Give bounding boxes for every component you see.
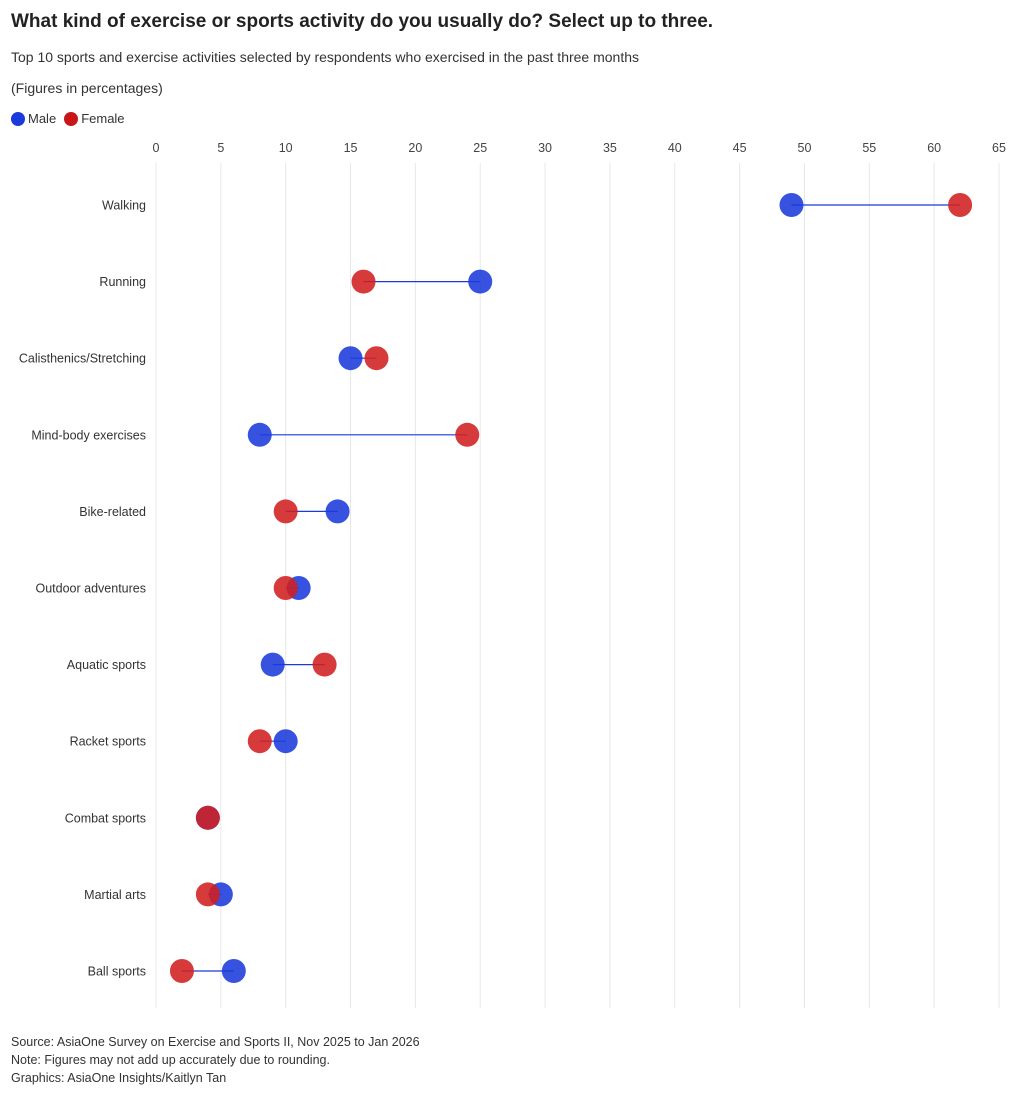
- male-point: [247, 422, 272, 447]
- category-label: Combat sports: [65, 811, 146, 825]
- female-point: [312, 652, 337, 677]
- x-tick-label: 15: [344, 141, 358, 155]
- legend: Male Female: [11, 111, 133, 126]
- male-point: [260, 652, 285, 677]
- female-point: [948, 193, 973, 217]
- male-point: [468, 269, 493, 294]
- legend-item-female[interactable]: Female: [64, 111, 125, 126]
- category-label: Mind-body exercises: [31, 428, 146, 442]
- graphics-credit: Graphics: AsiaOne Insights/Kaitlyn Tan: [11, 1071, 227, 1085]
- category-label: Walking: [102, 199, 146, 213]
- legend-swatch-male: [11, 111, 25, 126]
- category-label: Bike-related: [79, 505, 146, 519]
- x-tick-label: 35: [603, 141, 617, 155]
- category-label: Aquatic sports: [67, 658, 146, 672]
- category-label: Ball sports: [88, 965, 146, 979]
- x-tick-label: 0: [153, 141, 160, 155]
- chart-subtitle: Top 10 sports and exercise activities se…: [11, 49, 640, 65]
- female-point: [169, 959, 194, 983]
- x-tick-label: 55: [862, 141, 876, 155]
- category-label: Running: [99, 275, 146, 289]
- legend-item-male[interactable]: Male: [11, 111, 56, 126]
- x-tick-label: 60: [927, 141, 941, 155]
- female-point: [351, 269, 376, 294]
- legend-swatch-female: [64, 111, 79, 126]
- category-label: Racket sports: [70, 735, 146, 749]
- female-point: [247, 729, 272, 754]
- category-label: Outdoor adventures: [36, 582, 147, 596]
- source-note: Source: AsiaOne Survey on Exercise and S…: [11, 1035, 420, 1049]
- rounding-note: Note: Figures may not add up accurately …: [11, 1053, 330, 1067]
- male-point: [273, 729, 298, 754]
- female-point: [455, 422, 480, 447]
- female-point: [364, 346, 389, 371]
- male-point: [779, 193, 804, 217]
- male-point: [338, 346, 363, 371]
- x-tick-label: 30: [538, 141, 552, 155]
- dumbbell-chart: 0 5 10 15 20 25 30 35 40 45 50 55 60 65 Walking Running…: [19, 141, 1006, 1008]
- female-point: [195, 882, 220, 907]
- category-label: Martial arts: [84, 888, 146, 902]
- female-point: [273, 499, 298, 524]
- x-tick-label: 10: [279, 141, 293, 155]
- chart-footer: Source: AsiaOne Survey on Exercise and S…: [11, 1033, 420, 1087]
- x-tick-label: 5: [217, 141, 224, 155]
- female-point: [273, 576, 298, 600]
- legend-label-male: Male: [28, 111, 57, 126]
- chart-title: What kind of exercise or sports activity…: [11, 11, 714, 32]
- chart-unit-note: (Figures in percentages): [11, 80, 163, 96]
- x-tick-label: 40: [668, 141, 682, 155]
- x-tick-label: 45: [733, 141, 747, 155]
- category-label: Calisthenics/Stretching: [19, 352, 146, 366]
- x-tick-label: 50: [798, 141, 812, 155]
- male-point: [221, 959, 246, 983]
- female-point: [195, 805, 220, 830]
- x-tick-label: 25: [473, 141, 487, 155]
- legend-label-female: Female: [81, 111, 125, 126]
- x-tick-label: 65: [992, 141, 1006, 155]
- male-point: [325, 499, 350, 524]
- x-tick-label: 20: [408, 141, 422, 155]
